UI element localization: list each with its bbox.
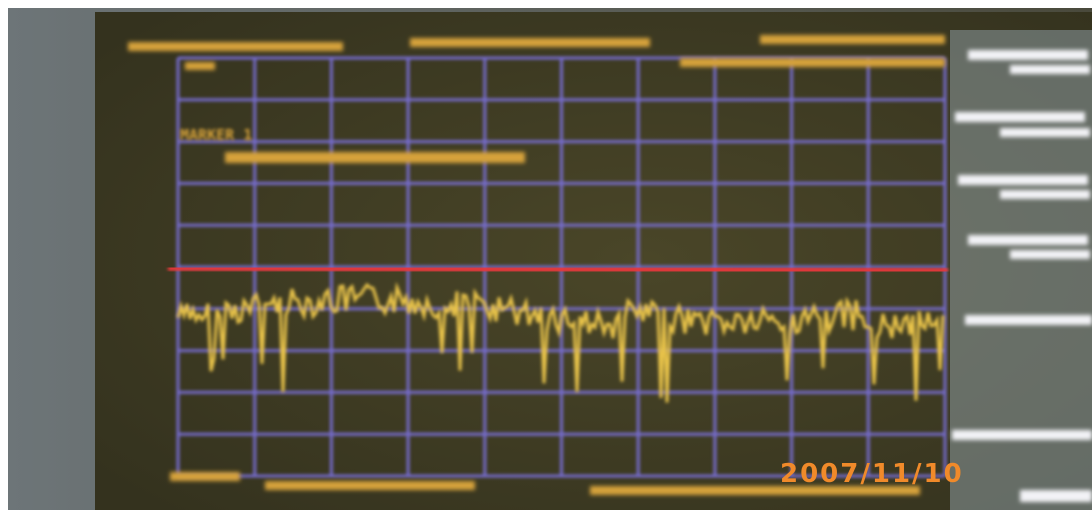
reference-line (167, 265, 949, 274)
screen (95, 12, 1092, 510)
header-text (128, 35, 945, 495)
softkey-labels (952, 50, 1092, 502)
spectrum-trace (176, 281, 945, 403)
marker-label: MARKER 1 (180, 126, 252, 144)
date-stamp: 2007/11/10 (780, 459, 964, 489)
